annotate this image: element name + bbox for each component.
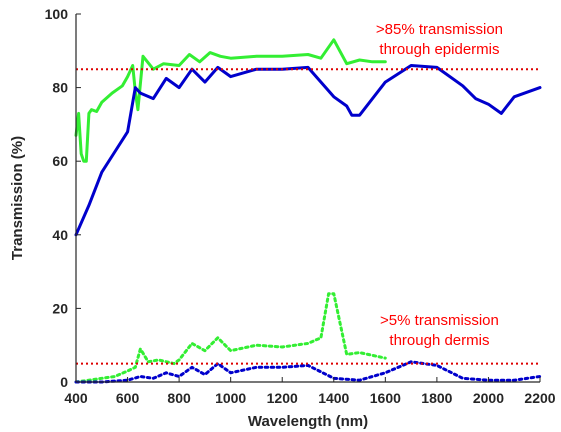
x-tick-label: 1200 (267, 390, 298, 406)
x-tick-label: 1800 (421, 390, 452, 406)
series-layer (74, 38, 542, 384)
y-axis-label: Transmission (%) (9, 136, 26, 260)
annotation-line: >5% transmission (380, 312, 499, 329)
y-tick-label: 60 (52, 153, 68, 169)
x-tick-label: 600 (116, 390, 140, 406)
x-tick-label: 2200 (524, 390, 555, 406)
threshold-layer (76, 68, 540, 365)
annotation-line: >85% transmission (376, 21, 503, 38)
annotation-layer: >85% transmission through epidermis >5% tr… (376, 21, 503, 349)
x-tick-label: 1600 (370, 390, 401, 406)
y-tick-label: 0 (60, 374, 68, 390)
x-tick-label: 1000 (215, 390, 246, 406)
y-tick-label: 40 (52, 227, 68, 243)
x-tick-label: 2000 (473, 390, 504, 406)
series-line-blue-dotted (74, 360, 542, 384)
annotation-1: >5% transmission through dermis (380, 312, 499, 349)
x-axis-label: Wavelength (nm) (248, 413, 368, 430)
tick-layer: 400 600 800 1000 1200 1400 1600 1800 2000 2200 0 20… (45, 6, 556, 406)
series-line-blue-solid (74, 64, 542, 237)
annotation-0: >85% transmission through epidermis (376, 21, 503, 58)
axes (75, 14, 540, 383)
y-tick-label: 80 (52, 80, 68, 96)
y-tick-label: 100 (45, 6, 69, 22)
x-tick-label: 1400 (318, 390, 349, 406)
annotation-line: through dermis (389, 332, 489, 349)
series-line-green-solid (74, 38, 387, 163)
series-line-green-dotted (74, 292, 387, 384)
y-tick-label: 20 (52, 300, 68, 316)
x-tick-label: 400 (64, 390, 88, 406)
annotation-line: through epidermis (379, 41, 499, 58)
x-tick-label: 800 (167, 390, 191, 406)
